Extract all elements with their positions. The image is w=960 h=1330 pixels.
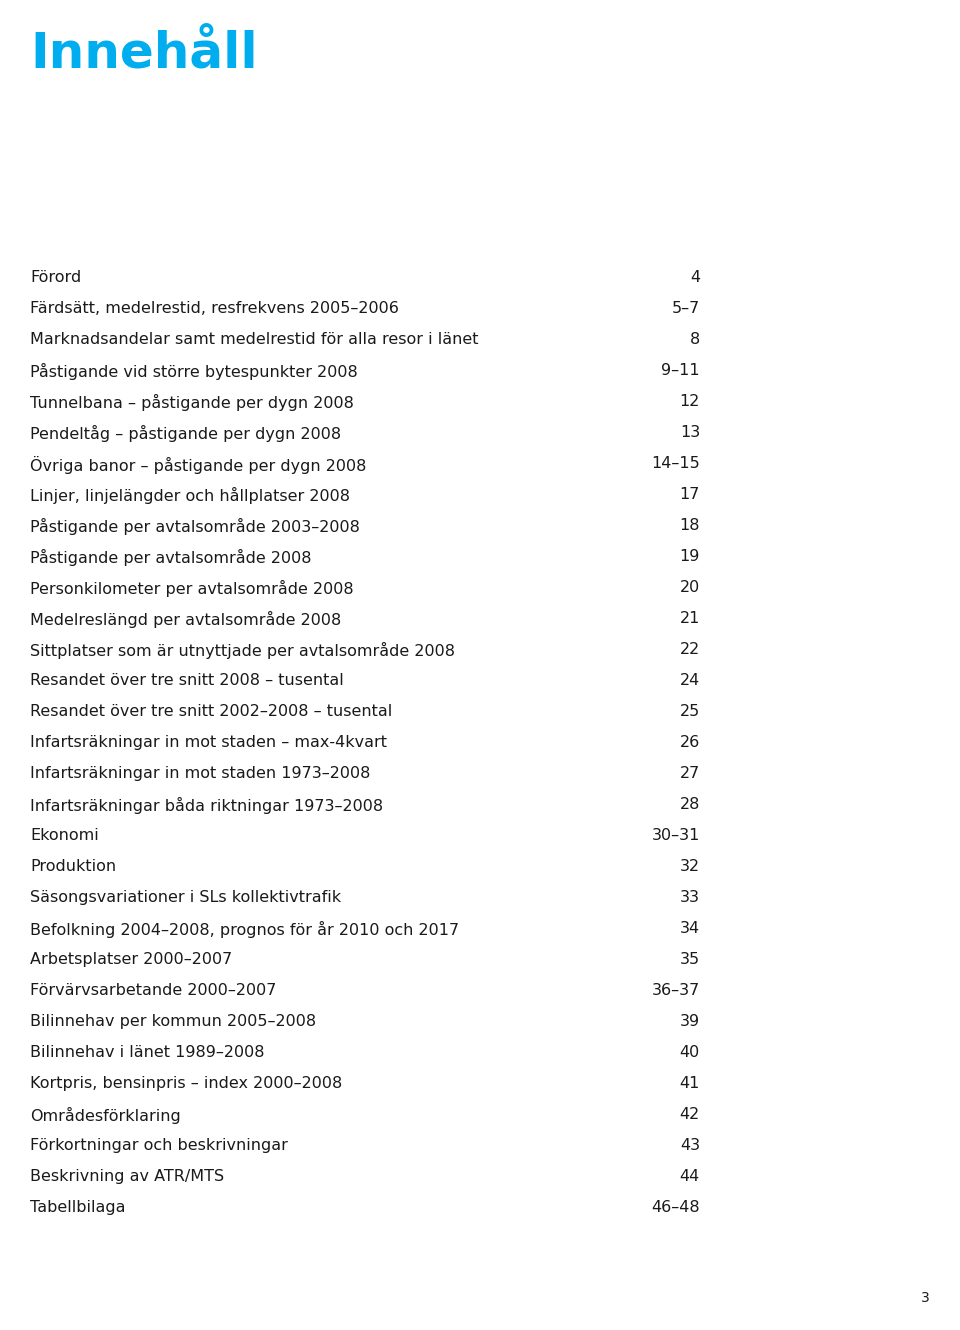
Text: Förvärvsarbetande 2000–2007: Förvärvsarbetande 2000–2007 — [30, 983, 276, 998]
Text: 41: 41 — [680, 1076, 700, 1091]
Text: 36–37: 36–37 — [652, 983, 700, 998]
Text: Områdesförklaring: Områdesförklaring — [30, 1107, 180, 1124]
Text: 20: 20 — [680, 580, 700, 595]
Text: 27: 27 — [680, 766, 700, 781]
Text: Påstigande per avtalsområde 2008: Påstigande per avtalsområde 2008 — [30, 549, 311, 567]
Text: 39: 39 — [680, 1013, 700, 1029]
Text: 40: 40 — [680, 1045, 700, 1060]
Text: 44: 44 — [680, 1169, 700, 1184]
Text: 18: 18 — [680, 517, 700, 533]
Text: 32: 32 — [680, 859, 700, 874]
Text: Sittplatser som är utnyttjade per avtalsområde 2008: Sittplatser som är utnyttjade per avtals… — [30, 642, 455, 660]
Text: Innehåll: Innehåll — [30, 31, 257, 78]
Text: 5–7: 5–7 — [672, 301, 700, 317]
Text: Resandet över tre snitt 2008 – tusental: Resandet över tre snitt 2008 – tusental — [30, 673, 344, 688]
Text: Tabellbilaga: Tabellbilaga — [30, 1200, 126, 1216]
Text: 24: 24 — [680, 673, 700, 688]
Text: Övriga banor – påstigande per dygn 2008: Övriga banor – påstigande per dygn 2008 — [30, 456, 367, 473]
Text: Resandet över tre snitt 2002–2008 – tusental: Resandet över tre snitt 2002–2008 – tuse… — [30, 704, 393, 720]
Text: Infartsräkningar in mot staden 1973–2008: Infartsräkningar in mot staden 1973–2008 — [30, 766, 371, 781]
Text: 28: 28 — [680, 797, 700, 813]
Text: 43: 43 — [680, 1138, 700, 1153]
Text: 13: 13 — [680, 426, 700, 440]
Text: Linjer, linjelängder och hållplatser 2008: Linjer, linjelängder och hållplatser 200… — [30, 487, 350, 504]
Text: Infartsräkningar in mot staden – max-4kvart: Infartsräkningar in mot staden – max-4kv… — [30, 735, 387, 750]
Text: Befolkning 2004–2008, prognos för år 2010 och 2017: Befolkning 2004–2008, prognos för år 201… — [30, 920, 459, 938]
Text: Medelreslängd per avtalsområde 2008: Medelreslängd per avtalsområde 2008 — [30, 610, 341, 628]
Text: Påstigande vid större bytespunkter 2008: Påstigande vid större bytespunkter 2008 — [30, 363, 358, 380]
Text: 4: 4 — [690, 270, 700, 285]
Text: Ekonomi: Ekonomi — [30, 829, 99, 843]
Text: 21: 21 — [680, 610, 700, 626]
Text: 30–31: 30–31 — [652, 829, 700, 843]
Text: 25: 25 — [680, 704, 700, 720]
Text: 42: 42 — [680, 1107, 700, 1123]
Text: Marknadsandelar samt medelrestid för alla resor i länet: Marknadsandelar samt medelrestid för all… — [30, 332, 478, 347]
Text: Tunnelbana – påstigande per dygn 2008: Tunnelbana – påstigande per dygn 2008 — [30, 394, 354, 411]
Text: Färdsätt, medelrestid, resfrekvens 2005–2006: Färdsätt, medelrestid, resfrekvens 2005–… — [30, 301, 398, 317]
Text: 12: 12 — [680, 394, 700, 410]
Text: Infartsräkningar båda riktningar 1973–2008: Infartsräkningar båda riktningar 1973–20… — [30, 797, 383, 814]
Text: Kortpris, bensinpris – index 2000–2008: Kortpris, bensinpris – index 2000–2008 — [30, 1076, 343, 1091]
Text: 35: 35 — [680, 952, 700, 967]
Text: 22: 22 — [680, 642, 700, 657]
Text: Påstigande per avtalsområde 2003–2008: Påstigande per avtalsområde 2003–2008 — [30, 517, 360, 535]
Text: Personkilometer per avtalsområde 2008: Personkilometer per avtalsområde 2008 — [30, 580, 353, 597]
Text: 9–11: 9–11 — [661, 363, 700, 378]
Text: Säsongsvariationer i SLs kollektivtrafik: Säsongsvariationer i SLs kollektivtrafik — [30, 890, 341, 904]
Text: 19: 19 — [680, 549, 700, 564]
Text: 17: 17 — [680, 487, 700, 501]
Text: Pendeltåg – påstigande per dygn 2008: Pendeltåg – påstigande per dygn 2008 — [30, 426, 341, 442]
Text: 3: 3 — [922, 1291, 930, 1305]
Text: Bilinnehav per kommun 2005–2008: Bilinnehav per kommun 2005–2008 — [30, 1013, 316, 1029]
Text: 34: 34 — [680, 920, 700, 936]
Text: Förord: Förord — [30, 270, 82, 285]
Text: 26: 26 — [680, 735, 700, 750]
Text: 8: 8 — [689, 332, 700, 347]
Text: 33: 33 — [680, 890, 700, 904]
Text: Bilinnehav i länet 1989–2008: Bilinnehav i länet 1989–2008 — [30, 1045, 265, 1060]
Text: Förkortningar och beskrivningar: Förkortningar och beskrivningar — [30, 1138, 288, 1153]
Text: 46–48: 46–48 — [652, 1200, 700, 1216]
Text: Arbetsplatser 2000–2007: Arbetsplatser 2000–2007 — [30, 952, 232, 967]
Text: Produktion: Produktion — [30, 859, 116, 874]
Text: Beskrivning av ATR/MTS: Beskrivning av ATR/MTS — [30, 1169, 224, 1184]
Text: 14–15: 14–15 — [651, 456, 700, 471]
